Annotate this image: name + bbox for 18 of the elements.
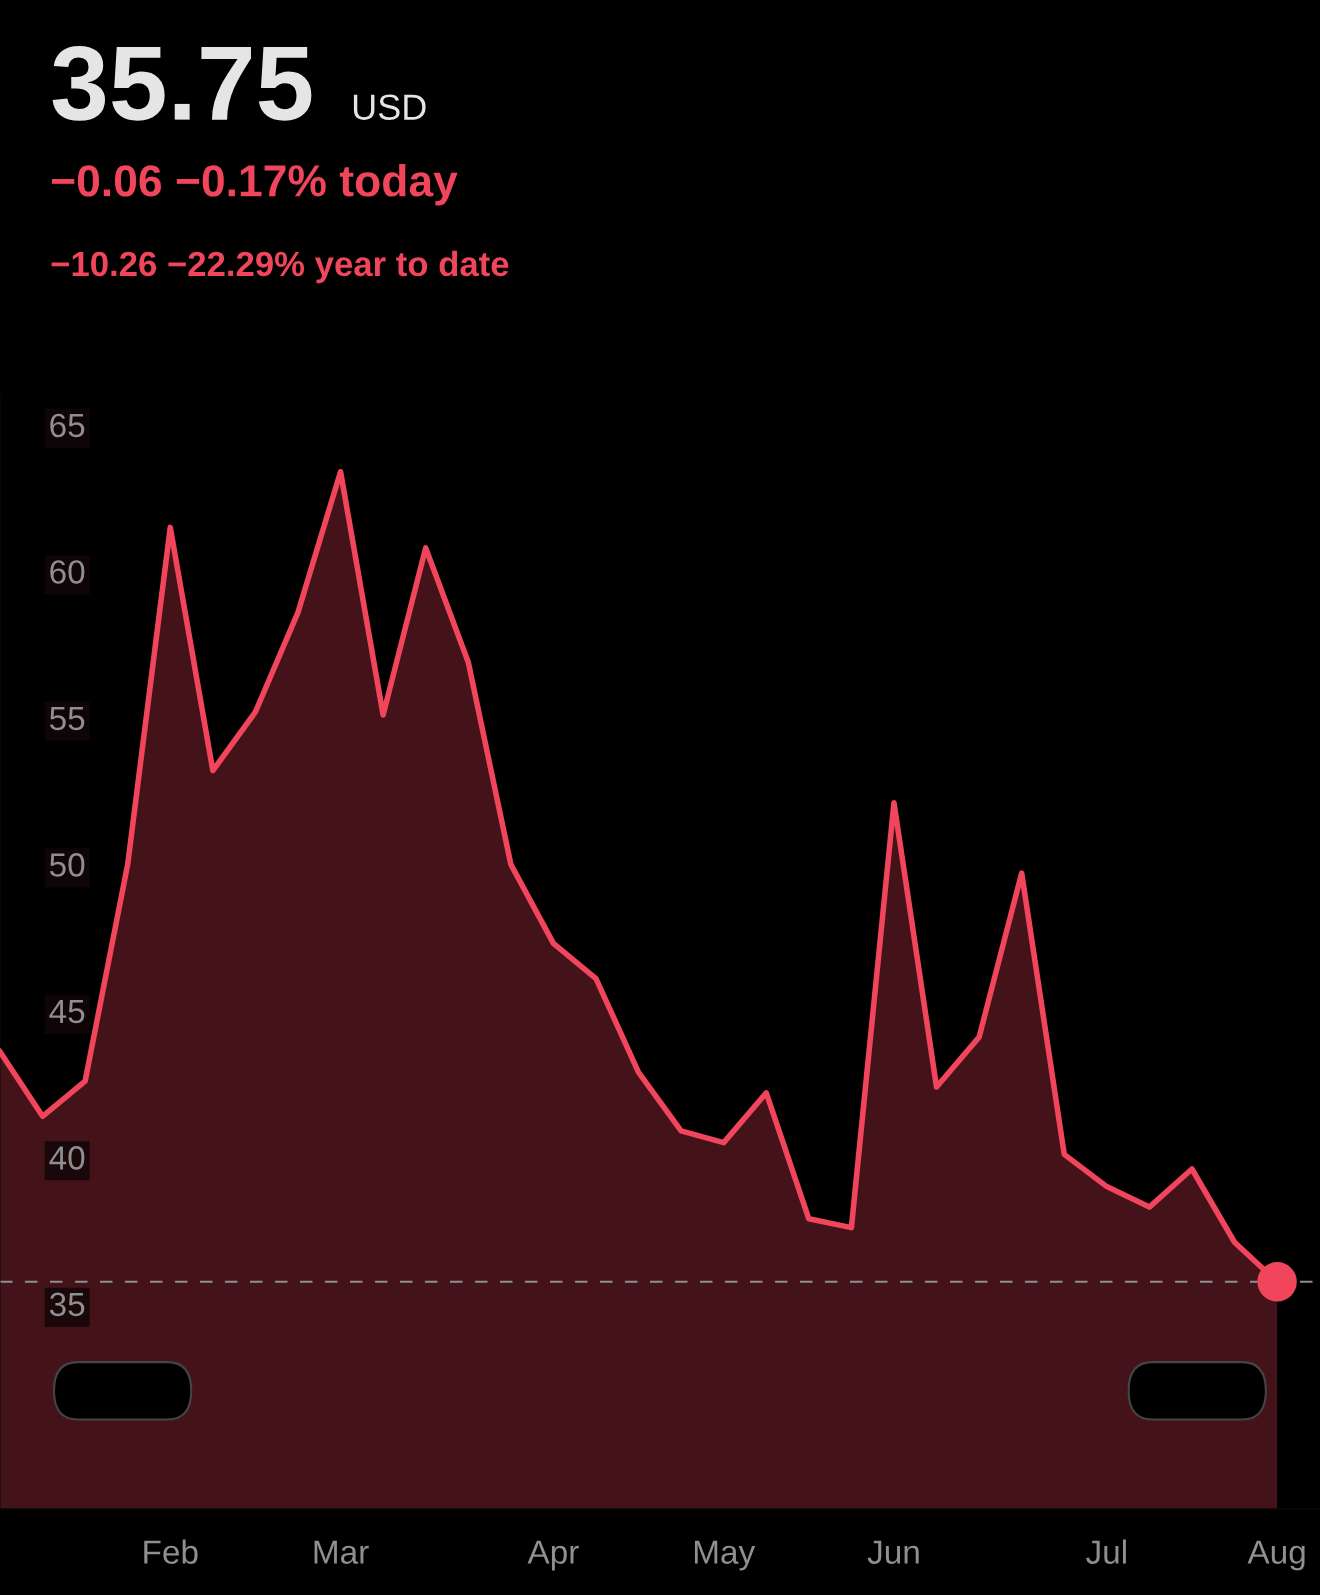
x-tick-label: Jun bbox=[867, 1540, 919, 1564]
x-tick-label: May bbox=[694, 1540, 756, 1571]
y-tick-label: 35 bbox=[49, 1292, 85, 1317]
x-tick-label: Mar bbox=[314, 1540, 369, 1564]
chart-title: 35.75 bbox=[52, 45, 312, 121]
y-tick-label: 60 bbox=[50, 560, 85, 584]
y-tick-label: 65 bbox=[50, 413, 85, 438]
x-tick-label: Aug bbox=[1247, 1540, 1305, 1571]
text: −0.06 −0.17% today bbox=[52, 163, 458, 206]
y-tick-label: 45 bbox=[49, 999, 85, 1024]
text: USD bbox=[353, 94, 426, 120]
x-tick-label: Feb bbox=[144, 1539, 198, 1564]
x-tick-label: Jul bbox=[1086, 1539, 1126, 1564]
y-tick-label: 40 bbox=[49, 1146, 85, 1170]
text: −10.26 −22.29% year to date bbox=[51, 250, 509, 284]
y-tick-label: 55 bbox=[49, 706, 85, 731]
y-tick-label: 50 bbox=[49, 853, 85, 877]
x-tick-label: Apr bbox=[527, 1540, 579, 1571]
